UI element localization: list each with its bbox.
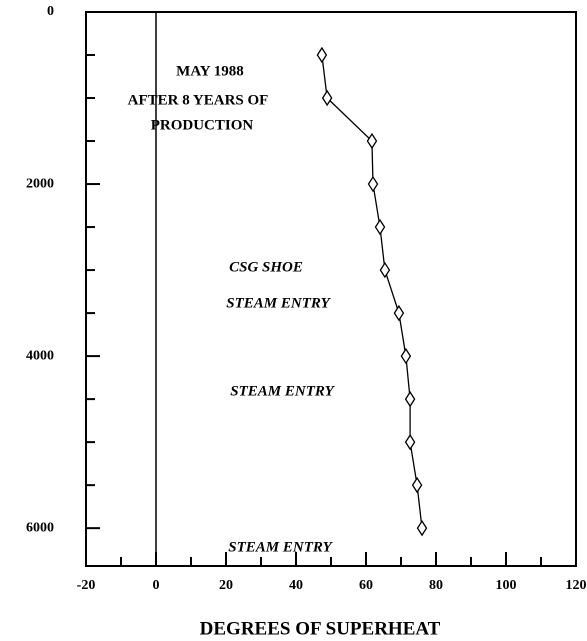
data-point — [416, 519, 428, 537]
data-point — [316, 46, 328, 64]
x-tick-label: 80 — [429, 578, 443, 593]
annotation: STEAM ENTRY — [226, 295, 331, 311]
x-axis-label: DEGREES OF SUPERHEAT — [200, 618, 441, 639]
data-point — [400, 347, 412, 365]
annotation: STEAM ENTRY — [230, 383, 335, 399]
y-tick-label: 2000 — [26, 176, 54, 191]
annotation: PRODUCTION — [151, 117, 254, 133]
annotation: MAY 1988 — [176, 63, 244, 79]
data-point — [379, 261, 391, 279]
annotation: STEAM ENTRY — [228, 539, 333, 555]
x-tick-label: -20 — [77, 578, 96, 593]
data-point — [404, 433, 416, 451]
data-point — [374, 218, 386, 236]
data-point — [321, 89, 333, 107]
data-point — [393, 304, 405, 322]
data-point — [404, 390, 416, 408]
annotation: CSG SHOE — [229, 259, 303, 275]
x-tick-label: 100 — [496, 578, 517, 593]
x-tick-label: 20 — [219, 578, 233, 593]
x-tick-label: 40 — [289, 578, 303, 593]
annotation: AFTER 8 YEARS OF — [128, 92, 269, 108]
y-tick-label: 4000 — [26, 348, 54, 363]
y-tick-label: 0 — [47, 4, 54, 19]
y-tick-label: 6000 — [26, 520, 54, 535]
x-tick-label: 120 — [566, 578, 587, 593]
x-tick-label: 60 — [359, 578, 373, 593]
data-point — [366, 132, 378, 150]
data-point — [367, 175, 379, 193]
data-line — [321, 54, 423, 529]
data-point — [411, 476, 423, 494]
x-tick-label: 0 — [153, 578, 160, 593]
